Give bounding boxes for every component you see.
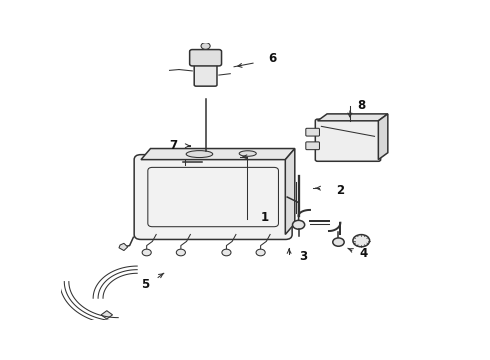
Ellipse shape [186, 150, 213, 158]
Text: 7: 7 [169, 139, 177, 152]
Text: 3: 3 [299, 250, 307, 263]
FancyBboxPatch shape [134, 155, 292, 239]
Polygon shape [378, 114, 388, 159]
Text: 6: 6 [268, 52, 276, 65]
FancyBboxPatch shape [194, 61, 217, 86]
Text: 2: 2 [336, 184, 344, 197]
Polygon shape [318, 114, 388, 121]
Text: 5: 5 [141, 278, 149, 291]
FancyBboxPatch shape [306, 142, 319, 150]
FancyBboxPatch shape [306, 128, 319, 136]
FancyBboxPatch shape [190, 50, 221, 66]
Circle shape [353, 235, 369, 247]
Text: 1: 1 [260, 211, 269, 224]
Text: 4: 4 [359, 247, 368, 260]
Ellipse shape [239, 151, 256, 156]
Polygon shape [141, 149, 295, 159]
Circle shape [293, 220, 305, 229]
Circle shape [201, 42, 210, 49]
Circle shape [222, 249, 231, 256]
Polygon shape [119, 243, 128, 251]
Circle shape [333, 238, 344, 246]
Polygon shape [285, 149, 295, 234]
Circle shape [256, 249, 265, 256]
FancyBboxPatch shape [315, 119, 381, 161]
Circle shape [176, 249, 185, 256]
Text: 8: 8 [357, 99, 366, 112]
Polygon shape [101, 311, 113, 319]
Circle shape [142, 249, 151, 256]
